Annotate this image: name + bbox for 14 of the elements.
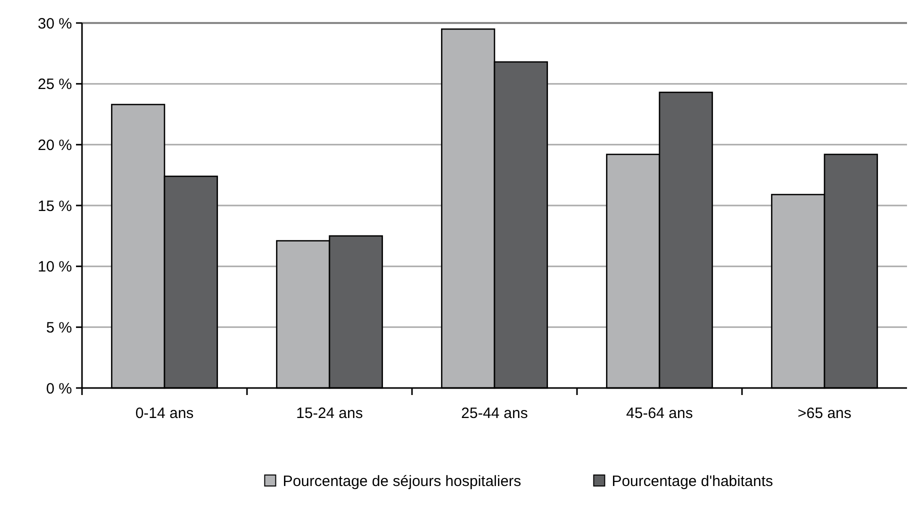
x-tick-label: 45-64 ans <box>626 405 693 422</box>
y-tick-label: 15 % <box>38 198 72 215</box>
y-tick-label: 20 % <box>38 136 72 154</box>
y-tick-label: 25 % <box>38 76 72 94</box>
x-tick-label: 15-24 ans <box>296 405 363 422</box>
legend-label: Pourcentage d'habitants <box>612 473 774 490</box>
legend-label: Pourcentage de séjours hospitaliers <box>282 473 522 490</box>
x-tick-label: 25-44 ans <box>461 405 528 422</box>
y-tick-label: 5 % <box>46 319 72 336</box>
y-tick-label: 0 % <box>46 380 72 398</box>
x-tick-label: >65 ans <box>798 405 852 422</box>
y-tick-label: 30 % <box>38 15 72 32</box>
x-tick-label: 0-14 ans <box>135 405 194 422</box>
y-tick-label: 10 % <box>38 258 72 276</box>
